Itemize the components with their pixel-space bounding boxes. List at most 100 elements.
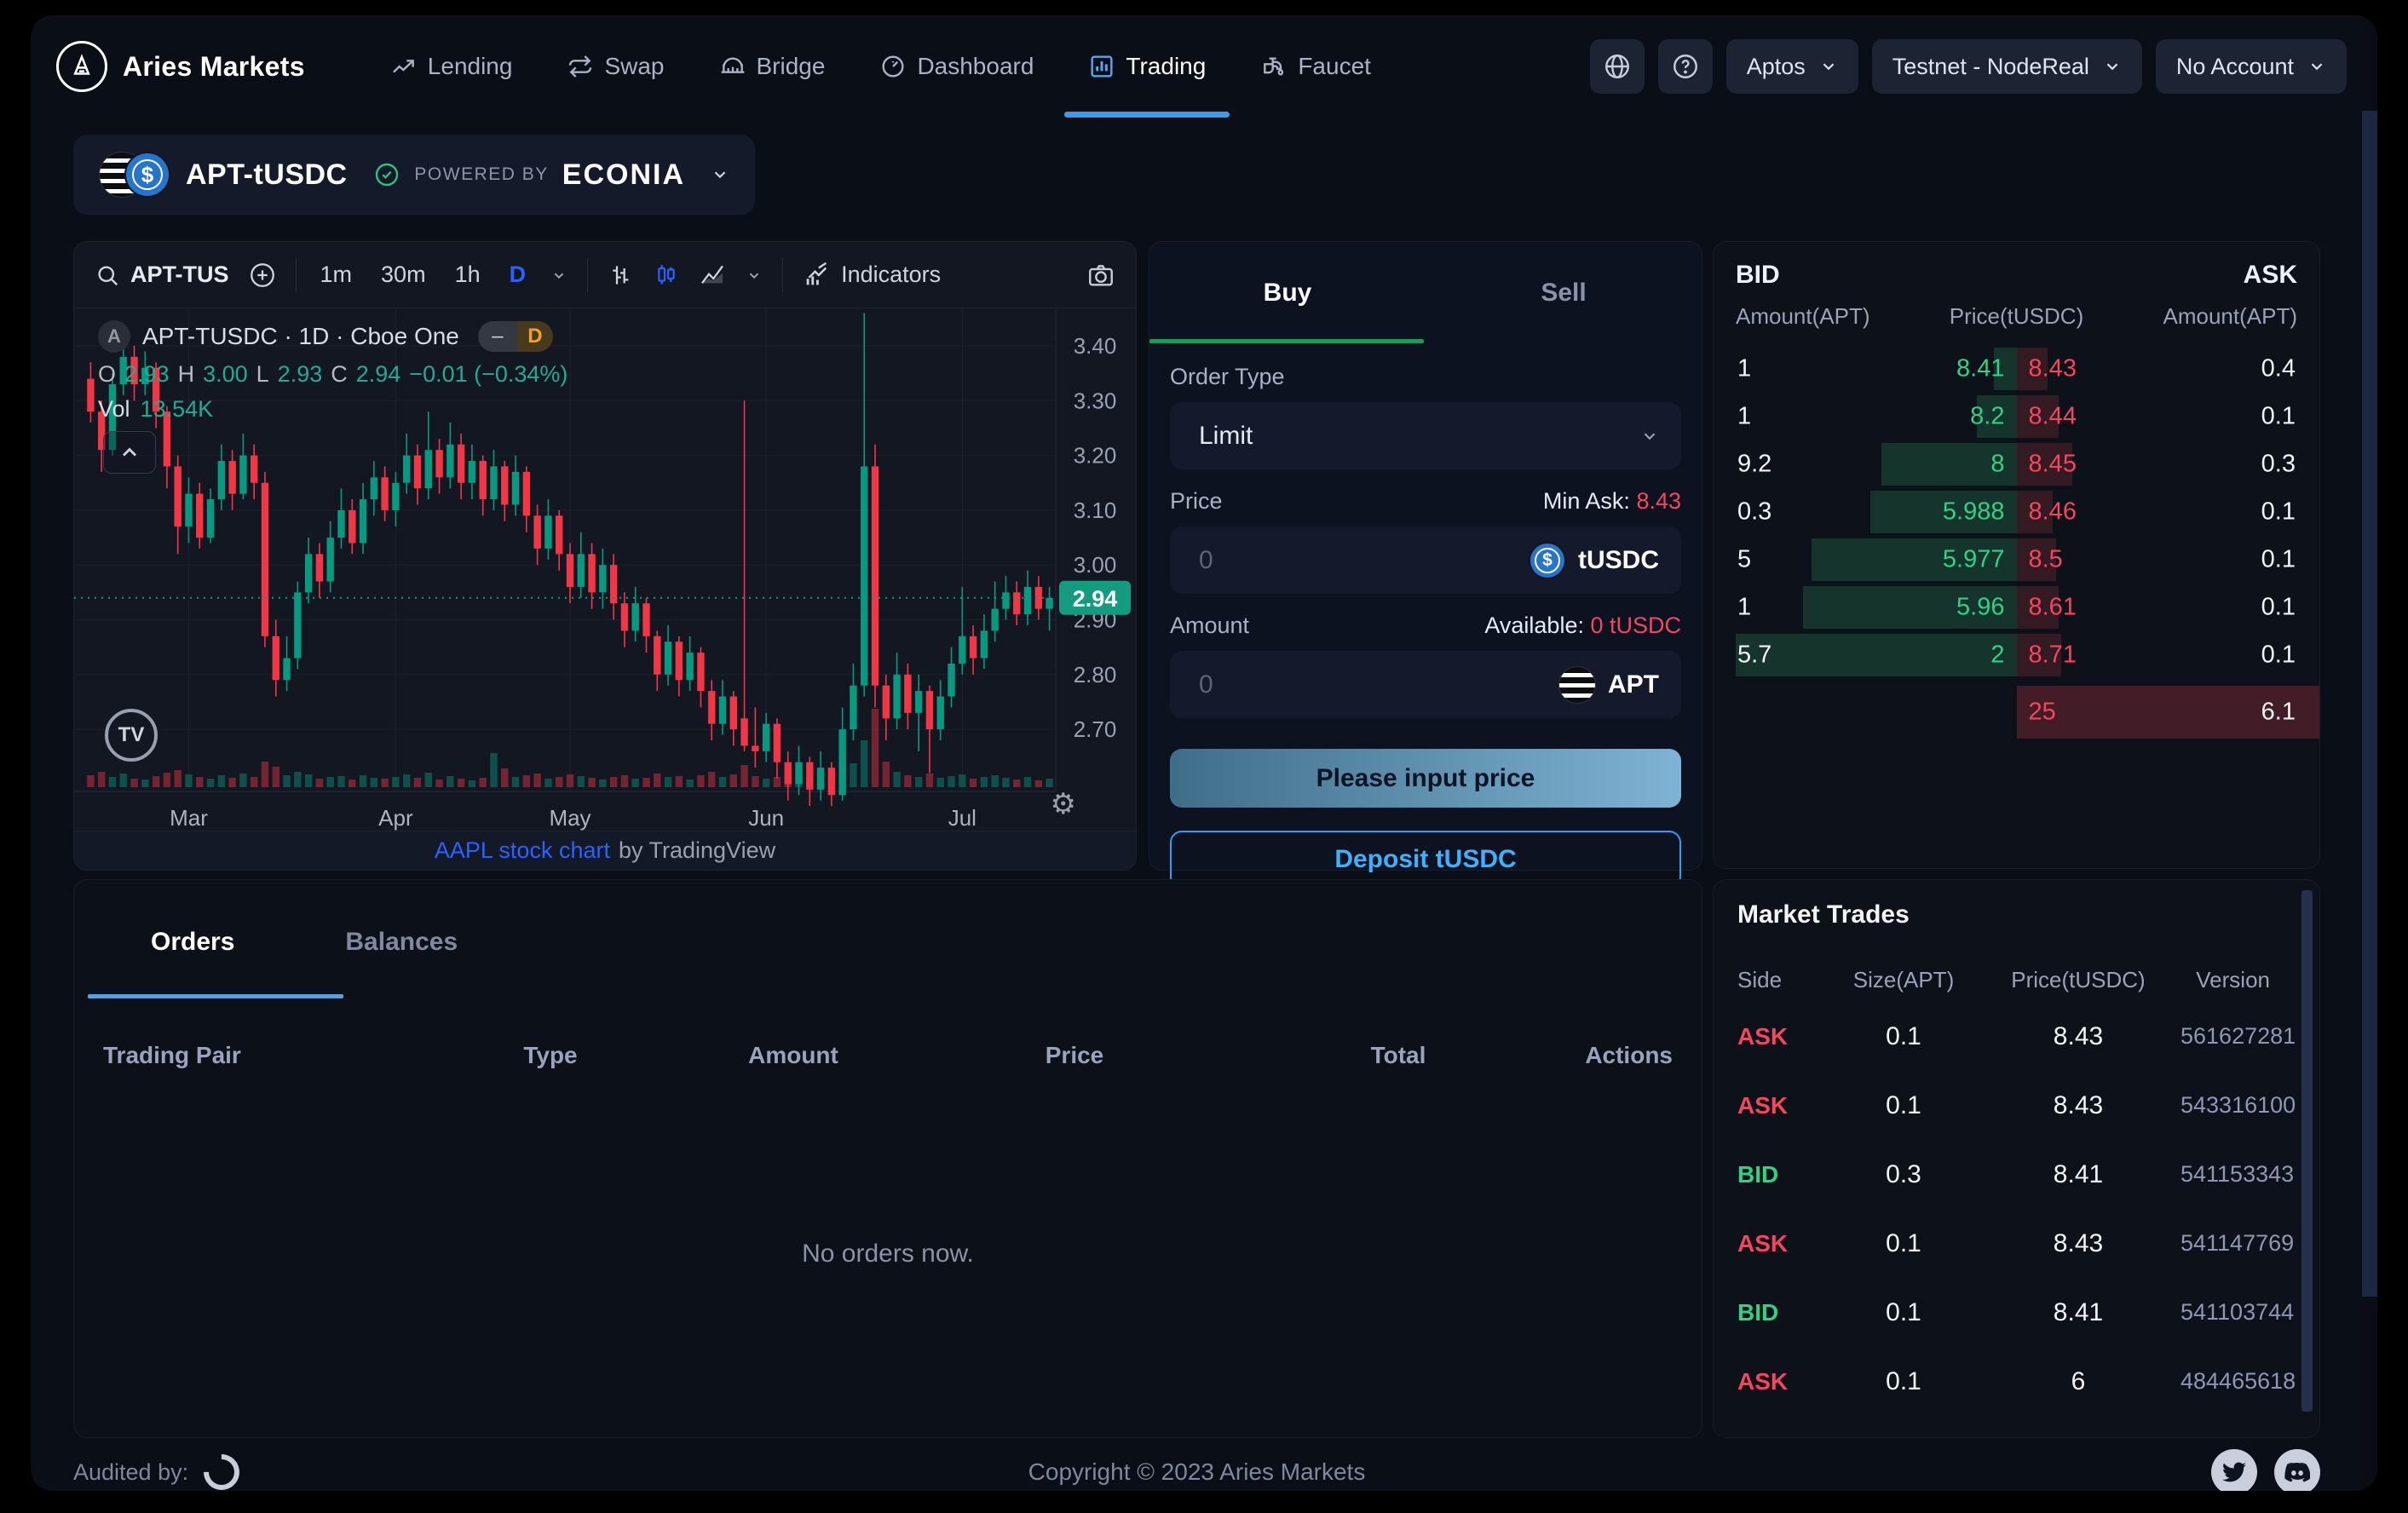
chain-dropdown[interactable]: Aptos [1725,39,1858,94]
svg-text:3.10: 3.10 [1074,498,1117,523]
help-button[interactable] [1657,39,1713,94]
ohlc-readout: O 2.93 H 3.00 L 2.93 C 2.94 −0.01 (−0.34%) [98,361,568,387]
trade-row[interactable]: ASK 0.1 6 484465618 [1737,1347,2296,1416]
order-book-row[interactable]: 9.2 8 8.45 0.3 [1736,440,2297,488]
nav-item-lending[interactable]: Lending [390,15,512,118]
low-value: 2.93 [277,361,323,387]
legend-toggle[interactable]: – D [477,321,553,352]
verified-check-icon [376,163,399,187]
available-value: 0 tUSDC [1590,613,1681,638]
price-asset-label: tUSDC [1578,545,1659,574]
order-book-row[interactable]: 5.7 2 8.71 0.1 [1736,631,2297,679]
price-input[interactable] [1199,545,1529,575]
price-header: Price(tUSDC) [1949,303,2084,329]
order-book-row[interactable]: 1 8.2 8.44 0.1 [1736,393,2297,440]
trade-row[interactable]: ASK 0.1 8.43 543316100 [1737,1071,2296,1140]
trade-row[interactable]: ASK 0.1 8.43 541147769 [1737,1209,2294,1278]
legend-interval-badge: D [516,321,553,352]
symbol-search[interactable]: APT-TUS [95,262,229,288]
trade-row[interactable]: BID 0.3 8.41 541153343 [1737,1140,2294,1209]
nav-item-bridge[interactable]: Bridge [719,15,825,118]
twitter-button[interactable] [2211,1449,2257,1491]
trades-scrollbar[interactable] [2301,890,2313,1412]
nav-item-dashboard[interactable]: Dashboard [879,15,1034,118]
bars-style-icon[interactable] [607,262,634,289]
ask-amount-header: Amount(APT) [2163,303,2298,329]
orders-panel: Orders Balances Trading Pair Type Amount… [73,879,1702,1438]
nav-item-swap[interactable]: Swap [567,15,665,118]
interval-30m[interactable]: 30m [381,262,426,287]
auditor-logo-icon[interactable] [196,1447,247,1491]
scrollbar-thumb[interactable] [2362,111,2377,1297]
camera-icon[interactable] [1086,261,1115,290]
ask-price: 8.44 [2028,402,2077,430]
bid-depth-bar [1870,491,2017,533]
interval-1h[interactable]: 1h [454,262,481,287]
area-style-icon[interactable] [699,262,726,289]
nav-item-trading[interactable]: Trading [1064,15,1230,118]
window-scrollbar[interactable] [2362,15,2377,1491]
nav-label: Faucet [1298,53,1371,79]
ask-depth-bar [2016,348,2048,390]
ask-depth-bar [2016,634,2062,676]
trade-price: 8.43 [2053,1228,2104,1257]
order-book-row[interactable]: 1 8.41 8.43 0.4 [1736,345,2297,393]
tradingview-logo-icon[interactable]: TV [105,709,158,762]
change-value: −0.01 (−0.34%) [409,361,568,387]
col-actions: Actions [1585,1042,1673,1068]
ask-price: 8.45 [2028,450,2077,478]
ask-label: ASK [2243,261,2297,289]
interval-menu-chevron-icon[interactable] [550,266,568,285]
bid-amount: 0.3 [1737,498,1772,526]
ask-amount: 0.1 [2261,593,2296,621]
col-price: Price(tUSDC) [2011,967,2146,992]
symbol-search-text: APT-TUS [130,262,229,287]
trade-price: 8.41 [2053,1297,2104,1326]
chain-value: Aptos [1746,53,1806,79]
brand[interactable]: Aries Markets [56,41,305,92]
tab-balances[interactable]: Balances [345,928,458,956]
navbar: Aries Markets Lending Swap Bridge Dashbo… [31,15,2377,118]
style-menu-chevron-icon[interactable] [745,266,763,285]
chevron-down-icon[interactable] [711,165,729,184]
candles-style-icon[interactable] [653,262,680,289]
language-globe-button[interactable] [1589,39,1645,94]
indicators-button[interactable]: Indicators [802,261,941,290]
amount-input[interactable] [1199,670,1558,699]
account-dropdown[interactable]: No Account [2155,39,2347,94]
discord-button[interactable] [2274,1449,2320,1491]
amount-asset: APT [1558,665,1659,704]
svg-text:3.00: 3.00 [1074,552,1117,578]
order-type-select[interactable]: Limit [1170,402,1681,469]
tab-orders[interactable]: Orders [151,928,235,956]
legend-collapse-button[interactable] [103,431,156,474]
order-book-row[interactable]: 5 5.977 8.5 0.1 [1736,536,2297,584]
tab-buy[interactable]: Buy [1263,278,1312,307]
pair-coin-icons: $ [99,152,170,198]
attribution-link[interactable]: AAPL stock chart [434,837,610,863]
ask-depth-bar [2016,395,2059,438]
interval-1d[interactable]: D [509,262,527,287]
bid-amount: 1 [1737,593,1752,621]
nav-item-faucet[interactable]: Faucet [1260,15,1371,118]
compare-plus-icon[interactable] [248,261,277,290]
order-book-row[interactable]: 0.3 5.988 8.46 0.1 [1736,488,2297,536]
chart-settings-gear-icon[interactable]: ⚙ [1050,788,1076,820]
network-dropdown[interactable]: Testnet - NodeReal [1871,39,2142,94]
legend-minimize-icon[interactable]: – [477,321,517,352]
trade-row[interactable]: BID 0.1 8.41 541103744 [1737,1278,2294,1347]
ask-depth-bar [2016,586,2059,629]
market-pair-selector[interactable]: $ APT-tUSDC POWERED BY ECONIA [73,135,755,215]
col-size: Size(APT) [1852,967,1955,992]
submit-order-button[interactable]: Please input price [1170,749,1681,808]
ask-amount: 0.4 [2261,354,2296,383]
order-book-last-ask-row[interactable]: 25 6.1 [1736,686,2319,739]
tab-sell[interactable]: Sell [1541,278,1587,307]
order-book-row[interactable]: 1 5.96 8.61 0.1 [1736,584,2297,631]
order-book-rows: 1 8.41 8.43 0.4 1 8.2 8.44 0.1 9.2 8 8.45 0.3 0.3 5.9… [1736,345,2319,739]
interval-1m[interactable]: 1m [320,262,353,287]
trade-row[interactable]: ASK 0.1 8.43 561627281 [1737,1002,2296,1071]
high-value: 3.00 [203,361,248,387]
